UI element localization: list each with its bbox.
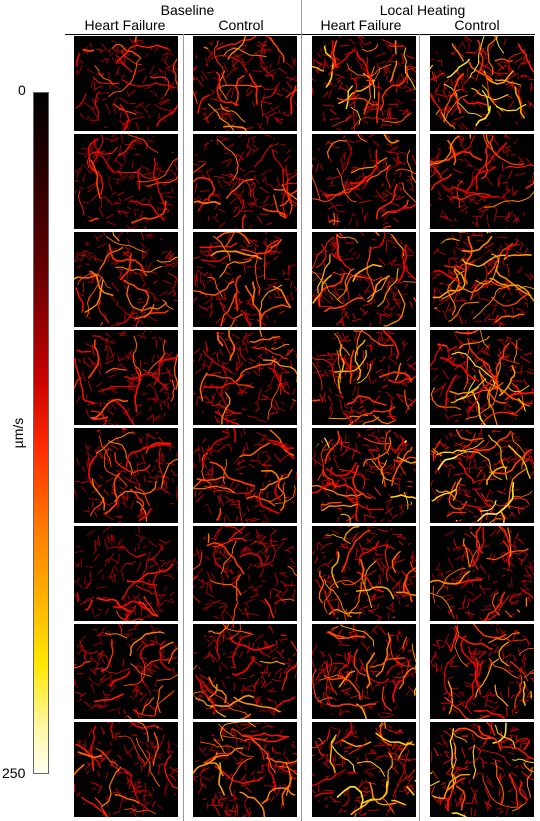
colorbar-unit-label: µm/s [10, 417, 26, 449]
panel-heating-control-row-4 [430, 330, 534, 425]
perfusion-image [312, 330, 416, 425]
perfusion-image [312, 722, 416, 817]
panel-heating-heart-failure-row-3 [312, 232, 416, 327]
panel-heating-control-row-8 [430, 722, 534, 817]
panel-baseline-heart-failure-row-5 [74, 428, 178, 523]
panel-heating-heart-failure-row-4 [312, 330, 416, 425]
perfusion-image [74, 232, 178, 327]
colorbar-min-label: 0 [18, 82, 26, 98]
perfusion-image [74, 428, 178, 523]
panel-baseline-control-row-7 [193, 624, 297, 719]
perfusion-image [193, 624, 297, 719]
column-title-heating-control: Control [454, 17, 500, 33]
panel-heating-control-row-2 [430, 134, 534, 229]
perfusion-image [430, 428, 534, 523]
panel-heating-heart-failure-row-1 [312, 36, 416, 131]
perfusion-image [430, 526, 534, 621]
column-separator [183, 34, 184, 821]
panel-heating-control-row-7 [430, 624, 534, 719]
column-separator [419, 34, 420, 821]
panel-baseline-control-row-2 [193, 134, 297, 229]
perfusion-image [74, 330, 178, 425]
perfusion-image [312, 526, 416, 621]
perfusion-image [74, 624, 178, 719]
perfusion-image [193, 330, 297, 425]
panel-baseline-heart-failure-row-7 [74, 624, 178, 719]
perfusion-image [430, 330, 534, 425]
header-rule [65, 34, 535, 35]
perfusion-image [430, 134, 534, 229]
group-title-baseline: Baseline [160, 2, 215, 18]
panel-baseline-heart-failure-row-2 [74, 134, 178, 229]
column-title-heating-heart-failure: Heart Failure [320, 17, 402, 33]
panel-baseline-heart-failure-row-6 [74, 526, 178, 621]
panel-baseline-control-row-6 [193, 526, 297, 621]
column-title-baseline-control: Control [218, 17, 264, 33]
perfusion-image [430, 624, 534, 719]
panel-heating-heart-failure-row-8 [312, 722, 416, 817]
group-separator [301, 0, 302, 821]
perfusion-image [74, 722, 178, 817]
perfusion-image [312, 232, 416, 327]
panel-baseline-heart-failure-row-8 [74, 722, 178, 817]
perfusion-image [193, 232, 297, 327]
panel-baseline-control-row-1 [193, 36, 297, 131]
perfusion-image [430, 36, 534, 131]
panel-baseline-control-row-8 [193, 722, 297, 817]
panel-heating-heart-failure-row-7 [312, 624, 416, 719]
colorbar-max-label: 250 [2, 765, 26, 781]
panel-baseline-heart-failure-row-1 [74, 36, 178, 131]
perfusion-image [312, 134, 416, 229]
panel-baseline-control-row-4 [193, 330, 297, 425]
perfusion-image [193, 428, 297, 523]
group-title-local-heating: Local Heating [379, 2, 466, 18]
perfusion-image [74, 36, 178, 131]
column-title-baseline-heart-failure: Heart Failure [84, 17, 166, 33]
perfusion-image [430, 722, 534, 817]
colorbar [33, 92, 49, 774]
perfusion-image [193, 526, 297, 621]
perfusion-image [74, 526, 178, 621]
perfusion-image [312, 36, 416, 131]
panel-heating-heart-failure-row-5 [312, 428, 416, 523]
panel-heating-control-row-3 [430, 232, 534, 327]
panel-heating-control-row-1 [430, 36, 534, 131]
panel-heating-heart-failure-row-6 [312, 526, 416, 621]
panel-heating-heart-failure-row-2 [312, 134, 416, 229]
panel-heating-control-row-6 [430, 526, 534, 621]
panel-baseline-heart-failure-row-3 [74, 232, 178, 327]
perfusion-image [312, 428, 416, 523]
perfusion-image [193, 36, 297, 131]
perfusion-image [74, 134, 178, 229]
panel-baseline-control-row-5 [193, 428, 297, 523]
perfusion-image [430, 232, 534, 327]
perfusion-image [193, 722, 297, 817]
panel-heating-control-row-5 [430, 428, 534, 523]
perfusion-image [193, 134, 297, 229]
perfusion-image [312, 624, 416, 719]
panel-baseline-control-row-3 [193, 232, 297, 327]
panel-baseline-heart-failure-row-4 [74, 330, 178, 425]
